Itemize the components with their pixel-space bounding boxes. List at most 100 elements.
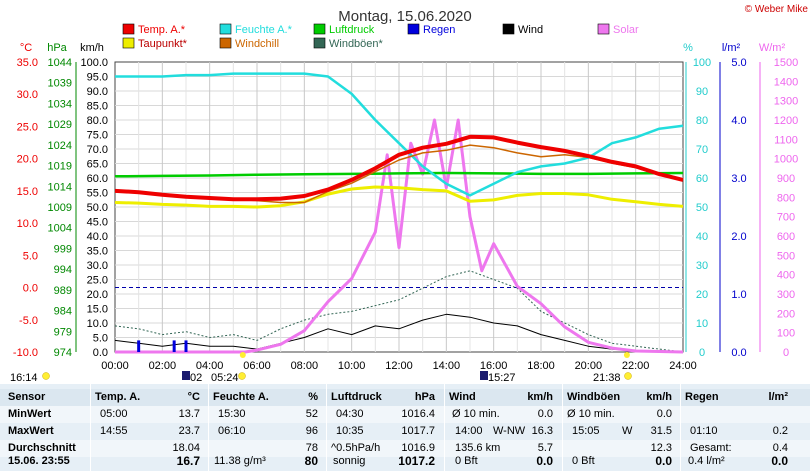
column-divider	[326, 384, 327, 471]
column-divider	[680, 384, 681, 471]
solar-tick-label: 0	[783, 347, 789, 359]
column-divider	[90, 384, 91, 471]
humidity-tick-label: 50	[696, 202, 708, 214]
humidity-value: 52	[305, 408, 318, 420]
wind-value: 0.0	[536, 454, 553, 468]
legend-label: Regen	[423, 24, 455, 36]
humidity-tick-label: 20	[696, 289, 708, 301]
humidity-tick-label: 80	[696, 115, 708, 127]
x-tick-label: 16:00	[480, 360, 508, 372]
humidity-tick-label: 70	[696, 144, 708, 156]
legend-swatch	[407, 23, 420, 35]
legend-label: Windchill	[235, 38, 279, 50]
pressure-tick-label: 994	[54, 264, 72, 276]
wind-unit-label: km/h	[80, 42, 104, 54]
wind-tick-label: 80.0	[87, 115, 108, 127]
temp-value: 16.7	[176, 454, 200, 468]
header-rain-unit: l/m²	[768, 391, 788, 403]
wind-tick-label: 75.0	[87, 130, 108, 142]
solar-tick-label: 1200	[774, 115, 798, 127]
legend-swatch	[313, 23, 326, 35]
rain-desc: 01:10	[690, 425, 718, 437]
stats-header-row: Sensor Temp. A. °C Feuchte A. % Luftdruc…	[0, 389, 810, 406]
legend-swatch	[313, 37, 326, 49]
wind-tick-label: 10.0	[87, 318, 108, 330]
x-tick-label: 08:00	[291, 360, 319, 372]
temp-tick-label: 20.0	[17, 154, 38, 166]
legend-label: Feuchte A.*	[235, 24, 293, 36]
gust-value: 12.3	[650, 442, 672, 454]
temp-tick-label: 25.0	[17, 121, 38, 133]
header-gust: Windböen	[567, 391, 621, 403]
wind-tick-label: 5.0	[93, 333, 108, 345]
wind-tick-label: 70.0	[87, 144, 108, 156]
temp-unit-label: °C	[20, 42, 32, 54]
pressure-value: 1017.7	[401, 425, 435, 437]
temp-tick-label: 0.0	[23, 283, 38, 295]
wind-desc: Ø 10 min.	[452, 408, 500, 420]
column-divider	[444, 384, 445, 471]
solar-tick-label: 700	[777, 212, 795, 224]
humidity-value: 78	[305, 442, 318, 454]
marker-label: 21:38	[593, 372, 621, 384]
temp-tick-label: 15.0	[17, 186, 38, 198]
pressure-tick-label: 974	[54, 347, 72, 359]
wind-direction: W-NW	[493, 425, 526, 437]
solar-unit-label: W/m²	[759, 42, 786, 54]
chart-axes: 35.0 30.0 25.0 20.0 15.0 10.0 5.0 0.0 -5.0 -10.0 °…	[13, 42, 798, 372]
wind-tick-label: 65.0	[87, 159, 108, 171]
solar-tick-label: 1300	[774, 96, 798, 108]
pressure-value: 1016.4	[401, 408, 435, 420]
humidity-time: 06:10	[218, 425, 246, 437]
rain-tick-label: 2.0	[731, 231, 746, 243]
wind-tick-label: 20.0	[87, 289, 108, 301]
gust-value: 0.0	[655, 454, 672, 468]
x-tick-label: 14:00	[433, 360, 461, 372]
column-divider	[208, 384, 209, 471]
wind-tick-label: 25.0	[87, 275, 108, 287]
wind-value: 0.0	[537, 408, 553, 420]
wind-tick-label: 15.0	[87, 304, 108, 316]
series-tempa	[114, 134, 684, 202]
temp-value: 13.7	[178, 408, 200, 420]
header-humidity: Feuchte A.	[213, 391, 269, 403]
humidity-tick-label: 60	[696, 173, 708, 185]
copyright-text: © Weber Mike	[745, 4, 809, 15]
pressure-tick-label: 1044	[48, 57, 72, 69]
rain-tick-label: 1.0	[731, 289, 746, 301]
wind-desc: 14:00	[455, 425, 483, 437]
wind-tick-label: 95.0	[87, 72, 108, 84]
wind-beaufort: 0 Bft	[455, 455, 478, 467]
temp-tick-label: 5.0	[23, 250, 38, 262]
x-tick-label: 06:00	[243, 360, 271, 372]
series-luftdruck	[114, 171, 684, 178]
rain-unit-label: l/m²	[722, 42, 741, 54]
moon-icon	[182, 371, 190, 380]
sunrise-axis-icon	[239, 352, 246, 358]
temp-value: 23.7	[178, 425, 200, 437]
solar-tick-label: 1100	[774, 134, 798, 146]
temp-value: 18.04	[172, 442, 200, 454]
pressure-tick-label: 1039	[48, 78, 72, 90]
solar-tick-label: 500	[777, 250, 795, 262]
x-tick-label: 24:00	[669, 360, 697, 372]
pressure-tick-label: 999	[54, 243, 72, 255]
pressure-tick-label: 1024	[48, 140, 72, 152]
pressure-tick-label: 979	[54, 326, 72, 338]
legend-label: Temp. A.*	[138, 24, 186, 36]
pressure-tick-label: 1004	[48, 223, 72, 235]
solar-tick-label: 200	[777, 308, 795, 320]
legend-swatch	[122, 23, 135, 35]
stats-row-current: 15.06. 23:55 16.7 11.38 g/m³ 80 sonnig 1…	[0, 453, 810, 471]
legend-swatch	[502, 23, 515, 35]
marker-label: 02	[190, 372, 202, 384]
wind-tick-label: 30.0	[87, 260, 108, 272]
header-gust-unit: km/h	[646, 391, 672, 403]
stats-row-min: MinWert 05:00 13.7 15:30 52 04:30 1016.4…	[0, 406, 810, 423]
pressure-tick-label: 1029	[48, 119, 72, 131]
sun-icon	[238, 372, 246, 380]
absolute-humidity: 11.38 g/m³	[214, 455, 266, 467]
pressure-tick-label: 989	[54, 285, 72, 297]
solar-tick-label: 1400	[774, 76, 798, 88]
x-tick-label: 10:00	[338, 360, 366, 372]
